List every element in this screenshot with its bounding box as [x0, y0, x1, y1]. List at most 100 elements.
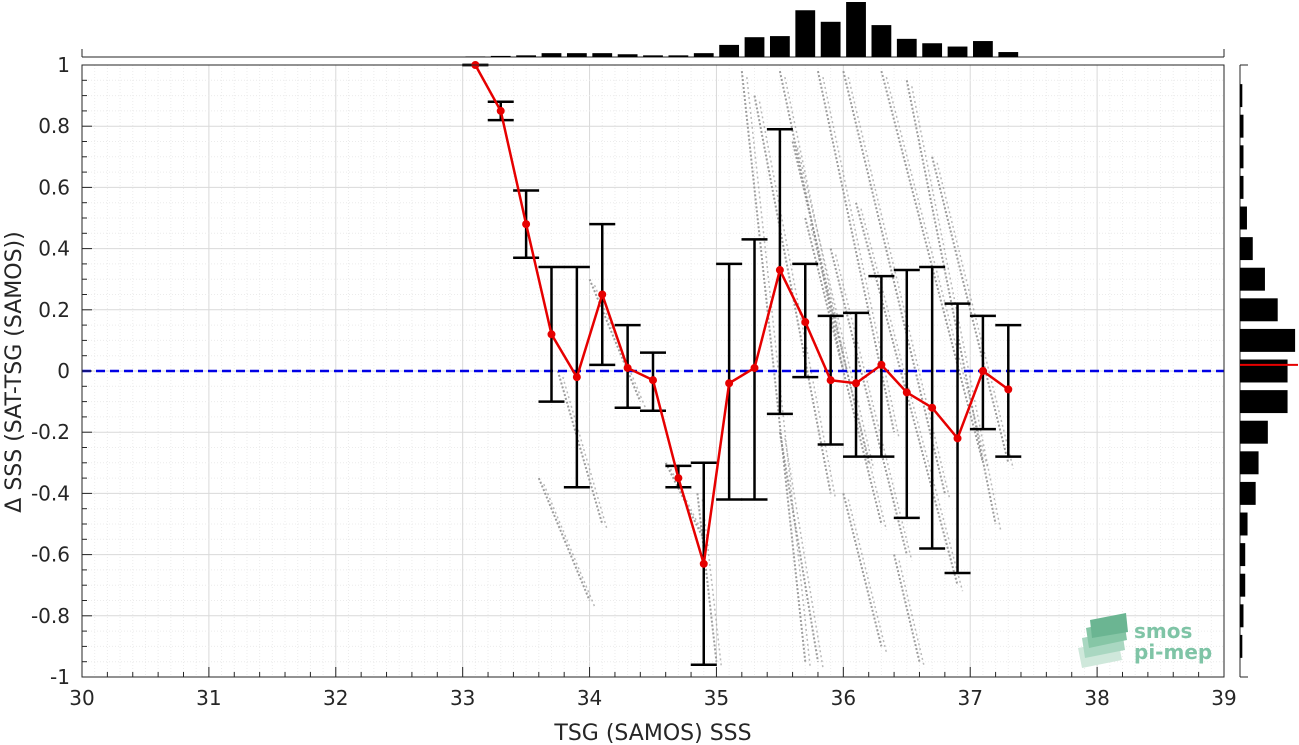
scatter-streak — [778, 432, 819, 662]
y-tick-label: 0.4 — [38, 237, 70, 261]
right-histogram-bar — [1240, 359, 1288, 383]
y-tick-label: -0.8 — [31, 604, 70, 628]
series-point — [699, 559, 708, 568]
scatter-streak — [562, 376, 608, 531]
right-histogram-bar — [1240, 420, 1268, 444]
logo-line1: smos — [1134, 619, 1192, 643]
scatter-streak — [842, 70, 946, 494]
top-histogram-bar — [693, 53, 714, 57]
y-tick-label: -1 — [50, 665, 70, 689]
right-histogram-bar — [1240, 267, 1265, 291]
x-tick-label: 31 — [196, 686, 221, 710]
series-point — [522, 220, 531, 229]
top-histogram-bar — [490, 55, 511, 57]
x-tick-label: 37 — [957, 686, 982, 710]
x-axis: 30 31 32 33 34 35 36 37 38 39 — [69, 667, 1237, 710]
right-histogram-bar — [1240, 512, 1248, 536]
series-point — [547, 330, 556, 339]
scatter-streak — [931, 156, 1010, 464]
right-histogram-bar — [1240, 573, 1246, 597]
top-histogram-bar — [769, 36, 790, 57]
right-histogram-bar — [1240, 206, 1247, 230]
right-histogram-bar — [1240, 84, 1243, 108]
series-point — [826, 376, 835, 385]
top-histogram-bar — [973, 41, 993, 57]
mean-series — [471, 61, 1013, 568]
top-histogram — [81, 2, 1225, 58]
series-point — [598, 290, 607, 299]
scatter-streak — [740, 71, 807, 662]
top-histogram-bar — [516, 55, 537, 57]
series-point — [623, 363, 632, 372]
series-point — [877, 360, 886, 369]
series-point — [978, 367, 987, 375]
scatter-streak — [880, 70, 984, 464]
series-point — [928, 403, 937, 412]
top-histogram-bar — [541, 53, 562, 57]
x-tick-label: 35 — [704, 686, 729, 710]
y-tick-label: 0.2 — [38, 298, 70, 322]
top-histogram-bar — [820, 21, 841, 57]
top-histogram-bar — [846, 2, 866, 57]
top-histogram-bar — [592, 53, 613, 57]
y-tick-label: 1 — [57, 53, 70, 77]
right-histogram-bar — [1240, 328, 1296, 352]
scatter-streak — [905, 80, 997, 525]
y-axis: 1 0.8 0.6 0.4 0.2 0 -0.2 -0.4 -0.6 -0.8 -1 — [31, 53, 92, 689]
scatter-streak — [847, 499, 888, 653]
series-point — [496, 106, 505, 115]
series-point — [953, 434, 962, 443]
scatter-streak — [753, 95, 832, 494]
scatter-streak — [784, 438, 824, 668]
top-histogram-bar — [744, 37, 765, 57]
y-tick-label: 0.6 — [38, 175, 70, 199]
smos-pi-mep-logo: smos pi-mep — [1078, 613, 1212, 668]
right-histogram-bar — [1240, 634, 1243, 658]
y-tick-label: -0.6 — [31, 543, 70, 567]
scatter-streak — [543, 483, 596, 607]
error-bars — [462, 63, 1022, 667]
scatter-streak — [822, 76, 900, 439]
series-point — [801, 318, 810, 327]
series-point — [674, 474, 683, 483]
top-histogram-bar — [998, 52, 1019, 57]
top-histogram-bar — [617, 54, 638, 57]
scatter-streak — [860, 208, 964, 592]
top-histogram-bar — [668, 55, 689, 57]
x-tick-label: 36 — [831, 686, 856, 710]
scatter-streak — [829, 248, 908, 555]
series-point — [750, 363, 759, 372]
series-point — [775, 266, 784, 275]
x-tick-label: 34 — [577, 686, 602, 710]
series-point — [725, 379, 734, 388]
right-histogram-bar — [1240, 451, 1259, 475]
scatter-streak — [556, 370, 604, 525]
top-histogram-bar — [719, 44, 740, 57]
top-histogram-bar — [947, 46, 968, 57]
scatter-streak — [834, 254, 913, 561]
right-histogram — [1239, 64, 1298, 678]
right-histogram-bar — [1240, 114, 1244, 138]
right-histogram-bar — [1240, 604, 1244, 628]
scatter-streak — [696, 493, 718, 662]
top-histogram-bar — [896, 38, 917, 57]
scatter-background — [537, 70, 1015, 668]
scatter-streak — [791, 141, 870, 464]
y-tick-label: -0.4 — [31, 481, 70, 505]
scatter-streak — [911, 86, 1002, 531]
x-tick-label: 38 — [1084, 686, 1109, 710]
x-tick-label: 32 — [323, 686, 348, 710]
scatter-streak — [816, 70, 896, 433]
series-point — [1004, 385, 1013, 394]
series-point — [902, 388, 911, 397]
scatter-streak — [746, 77, 812, 668]
scatter-streak — [809, 223, 888, 531]
scatter-streak — [796, 147, 875, 469]
series-point — [572, 373, 581, 382]
right-histogram-bar — [1240, 298, 1278, 322]
right-histogram-bar — [1240, 481, 1256, 505]
scatter-streak — [701, 499, 723, 668]
top-histogram-bar — [643, 55, 663, 57]
series-point — [852, 379, 861, 388]
top-histogram-bar — [795, 10, 816, 57]
